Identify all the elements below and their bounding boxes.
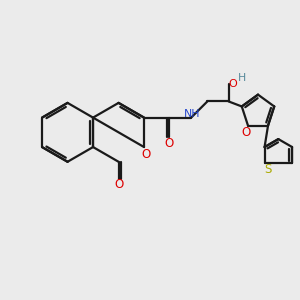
Text: S: S — [264, 163, 271, 176]
Text: O: O — [164, 137, 174, 150]
Text: O: O — [142, 148, 151, 161]
Text: H: H — [238, 73, 246, 83]
Text: O: O — [242, 126, 251, 140]
Text: O: O — [229, 79, 237, 89]
Text: O: O — [114, 178, 123, 191]
Text: NH: NH — [184, 109, 201, 119]
